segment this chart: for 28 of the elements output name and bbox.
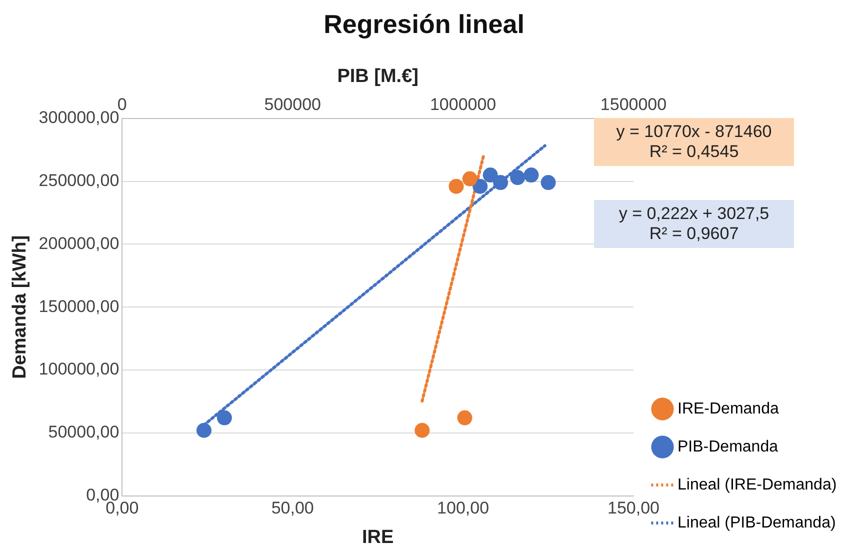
chart-title: Regresión lineal	[324, 8, 524, 39]
legend-label: IRE-Demanda	[678, 400, 779, 418]
point	[414, 422, 430, 438]
annotation: y = 0,222x + 3027,5 R² = 0,9607	[594, 200, 794, 248]
x-tick-label: 50,00	[271, 498, 314, 518]
y-tick-label: 150000,00	[38, 296, 120, 316]
legend-label: Lineal (IRE-Demanda)	[678, 476, 837, 494]
y-tick-label: 50000,00	[48, 422, 120, 442]
y-tick-label: 250000,00	[38, 170, 120, 190]
legend-label: Lineal (PIB-Demanda)	[678, 514, 836, 532]
y-tick-label: 300000,00	[38, 108, 120, 128]
point	[457, 410, 472, 426]
y-tick-label: 0,00	[86, 485, 120, 504]
annotation: y = 10770x - 871460 R² = 0,4545	[594, 118, 794, 166]
y-tick-label: 200000,00	[38, 234, 120, 253]
x2-tick-label: 0	[117, 94, 127, 114]
x-tick-label: 150,00	[608, 498, 660, 518]
x2-tick-label: 1000000	[430, 94, 496, 114]
y-axis-title: Demanda [kWh]	[10, 235, 31, 379]
x2-tick-label: 1500000	[600, 94, 667, 114]
x-tick-label: 100,00	[437, 498, 490, 518]
x-axis-title: IRE	[362, 526, 394, 548]
x2-axis-title: PIB [M.€]	[337, 66, 418, 87]
point	[462, 171, 478, 186]
point	[448, 178, 464, 194]
x2-tick-label: 500000	[264, 94, 321, 114]
y-tick-label: 100000,00	[38, 360, 120, 379]
legend-label: PIB-Demanda	[678, 438, 778, 456]
